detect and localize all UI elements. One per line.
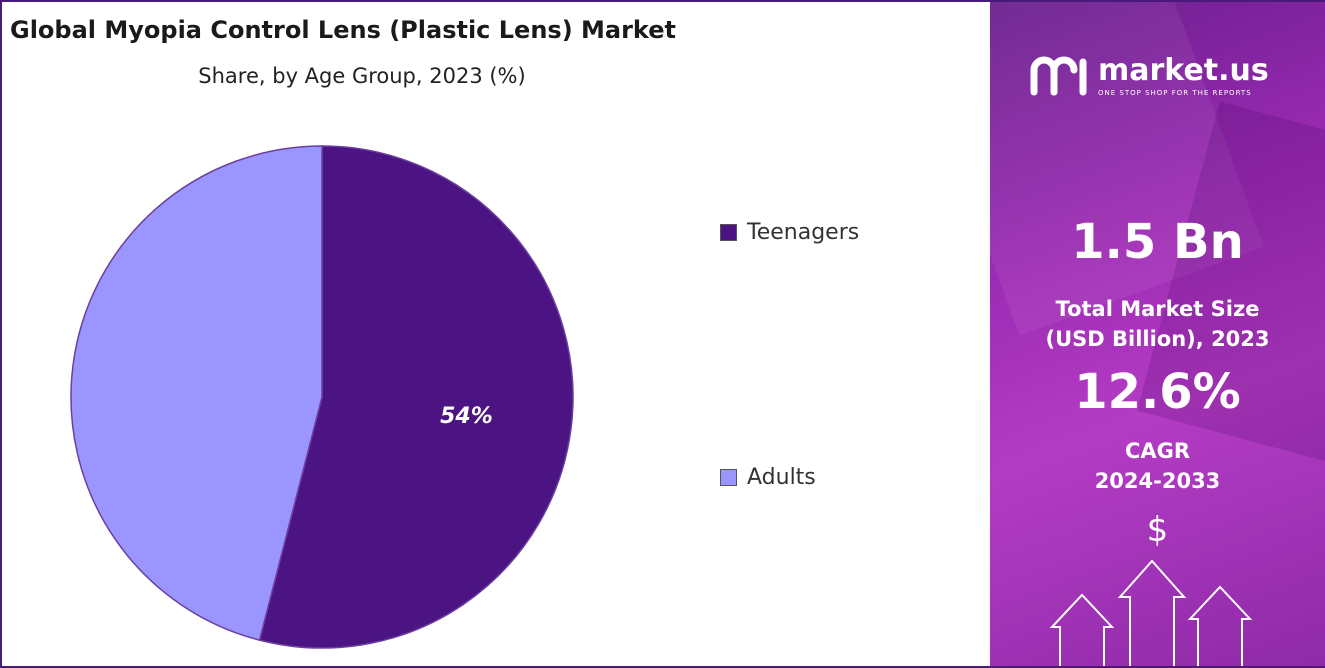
brand-name: market.us bbox=[1098, 52, 1269, 88]
legend-swatch-teenagers bbox=[720, 224, 737, 241]
market-size-label-line2: (USD Billion), 2023 bbox=[1045, 327, 1270, 351]
chart-subtitle: Share, by Age Group, 2023 (%) bbox=[198, 64, 526, 88]
pie-slice-adults bbox=[70, 145, 323, 642]
brand-tagline: ONE STOP SHOP FOR THE REPORTS bbox=[1098, 88, 1252, 97]
legend-label-teenagers: Teenagers bbox=[747, 220, 860, 245]
pie-label-teenagers: 54% bbox=[440, 404, 493, 429]
legend-label-adults: Adults bbox=[747, 465, 816, 490]
legend-item-adults: Adults bbox=[720, 465, 816, 490]
cagr-period: 2024-2033 bbox=[1094, 469, 1221, 493]
growth-arrows-icon bbox=[1050, 559, 1253, 666]
market-size-label-line1: Total Market Size bbox=[1055, 297, 1260, 321]
brand-logo: market.us ONE STOP SHOP FOR THE REPORTS bbox=[1030, 54, 1269, 98]
cagr-value: 12.6% bbox=[1074, 364, 1241, 420]
market-us-logo-icon bbox=[1030, 56, 1087, 96]
pie-slice-teenagers bbox=[258, 145, 574, 649]
market-size-value: 1.5 Bn bbox=[1071, 214, 1244, 270]
legend-item-teenagers: Teenagers bbox=[720, 220, 859, 245]
stats-panel: market.us ONE STOP SHOP FOR THE REPORTS … bbox=[990, 2, 1325, 666]
chart-panel: Global Myopia Control Lens (Plastic Lens… bbox=[2, 2, 990, 666]
dollar-icon: $ bbox=[1146, 510, 1169, 550]
cagr-label: CAGR bbox=[1124, 439, 1191, 463]
chart-title: Global Myopia Control Lens (Plastic Lens… bbox=[10, 16, 676, 44]
legend-swatch-adults bbox=[720, 469, 737, 486]
pie-chart: 54% bbox=[70, 145, 574, 649]
